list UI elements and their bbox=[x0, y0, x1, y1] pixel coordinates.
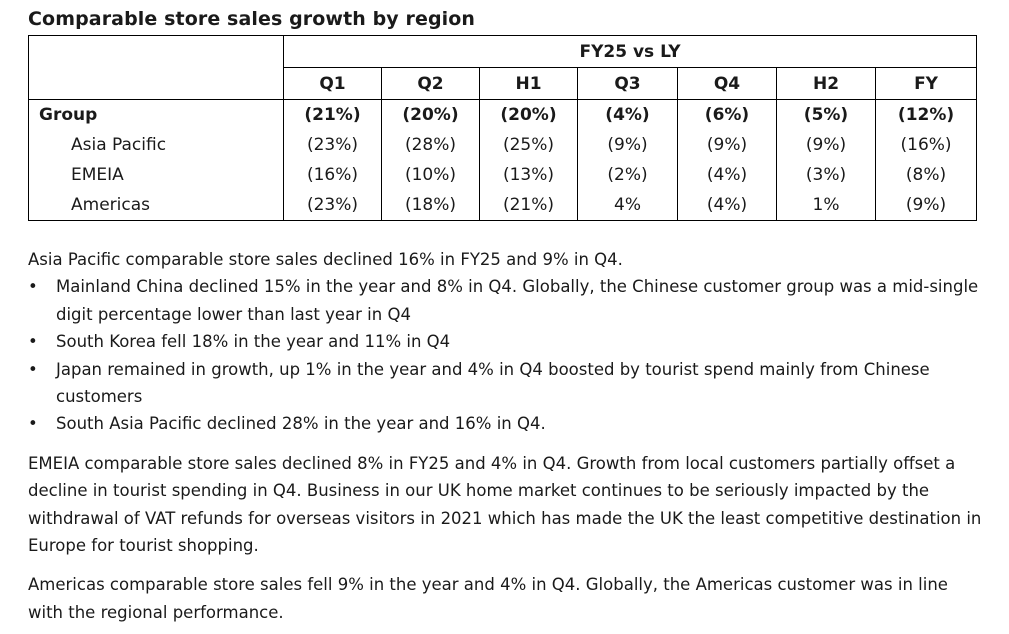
table-cell: (20%) bbox=[479, 99, 578, 130]
column-header: Q3 bbox=[577, 67, 678, 100]
table-column-header-row: Q1 Q2 H1 Q3 Q4 H2 FY bbox=[29, 67, 978, 100]
table-cell: (9%) bbox=[677, 130, 777, 160]
empty-corner-cell bbox=[28, 35, 284, 100]
table-row: EMEIA (16%) (10%) (13%) (2%) (4%) (3%) (… bbox=[28, 160, 978, 190]
table-cell: (4%) bbox=[677, 160, 777, 190]
table-header-row: FY25 vs LY bbox=[28, 35, 978, 100]
bullet-icon: • bbox=[28, 414, 38, 434]
table-cell: 1% bbox=[776, 190, 876, 221]
bullet-text: South Asia Pacific declined 28% in the y… bbox=[56, 414, 546, 434]
list-item: • South Asia Pacific declined 28% in the … bbox=[28, 410, 988, 437]
bullet-icon: • bbox=[28, 359, 38, 379]
table-cell: (23%) bbox=[283, 190, 382, 221]
asia-pacific-intro: Asia Pacific comparable store sales decl… bbox=[28, 250, 623, 269]
table-cell: (9%) bbox=[874, 190, 978, 221]
table-cell: (25%) bbox=[479, 130, 578, 160]
column-header: Q2 bbox=[381, 67, 480, 100]
row-label: Americas bbox=[28, 190, 284, 221]
column-header: Q4 bbox=[677, 67, 777, 100]
table-cell: (6%) bbox=[677, 99, 777, 130]
table-row: Group (21%) (20%) (20%) (4%) (6%) (5%) (… bbox=[28, 99, 978, 130]
section-title: Comparable store sales growth by region bbox=[28, 8, 476, 30]
table-cell: (23%) bbox=[283, 130, 382, 160]
table-cell: (4%) bbox=[677, 190, 777, 221]
table-cell: (18%) bbox=[381, 190, 480, 221]
table-row: Americas (23%) (18%) (21%) 4% (4%) 1% (9… bbox=[28, 190, 978, 221]
row-label: EMEIA bbox=[28, 160, 284, 190]
bullet-text: Japan remained in growth, up 1% in the y… bbox=[56, 359, 930, 407]
row-label: Asia Pacific bbox=[28, 130, 284, 160]
table-cell: (10%) bbox=[381, 160, 480, 190]
table-cell: (9%) bbox=[577, 130, 678, 160]
americas-paragraph: Americas comparable store sales fell 9% … bbox=[28, 575, 948, 622]
column-header: FY bbox=[874, 67, 978, 100]
table-cell: (4%) bbox=[577, 99, 678, 130]
table-cell: (8%) bbox=[874, 160, 978, 190]
table-cell: (3%) bbox=[776, 160, 876, 190]
list-item: • Mainland China declined 15% in the year… bbox=[28, 273, 988, 328]
bullet-text: Mainland China declined 15% in the year … bbox=[56, 277, 979, 324]
table-cell: (16%) bbox=[283, 160, 382, 190]
column-header: Q1 bbox=[283, 67, 382, 100]
table-cell: (2%) bbox=[577, 160, 678, 190]
table-cell: (28%) bbox=[381, 130, 480, 160]
emeia-paragraph: EMEIA comparable store sales declined 8%… bbox=[28, 453, 982, 556]
bullet-icon: • bbox=[28, 332, 38, 352]
table-cell: (9%) bbox=[776, 130, 876, 160]
column-header: H1 bbox=[479, 67, 578, 100]
table-cell: (16%) bbox=[874, 130, 978, 160]
row-label: Group bbox=[28, 99, 284, 130]
table-cell: (21%) bbox=[479, 190, 578, 221]
table-row: Asia Pacific (23%) (28%) (25%) (9%) (9%)… bbox=[28, 130, 978, 160]
table-cell: (13%) bbox=[479, 160, 578, 190]
column-header: H2 bbox=[776, 67, 876, 100]
commentary-text: Asia Pacific comparable store sales decl… bbox=[28, 246, 988, 626]
table-cell: (5%) bbox=[776, 99, 876, 130]
period-span-header: FY25 vs LY bbox=[282, 35, 978, 68]
table-cell: (20%) bbox=[381, 99, 480, 130]
bullet-text: South Korea fell 18% in the year and 11%… bbox=[56, 332, 451, 352]
table-cell: (12%) bbox=[874, 99, 978, 130]
list-item: • South Korea fell 18% in the year and 11… bbox=[28, 328, 988, 355]
bullet-icon: • bbox=[28, 277, 38, 297]
table-cell: (21%) bbox=[283, 99, 382, 130]
comparable-sales-table: FY25 vs LY Q1 Q2 H1 Q3 Q4 H2 FY Group (2… bbox=[28, 35, 978, 221]
list-item: • Japan remained in growth, up 1% in the … bbox=[28, 356, 988, 411]
asia-pacific-bullet-list: • Mainland China declined 15% in the year… bbox=[28, 273, 988, 437]
table-cell: 4% bbox=[577, 190, 678, 221]
